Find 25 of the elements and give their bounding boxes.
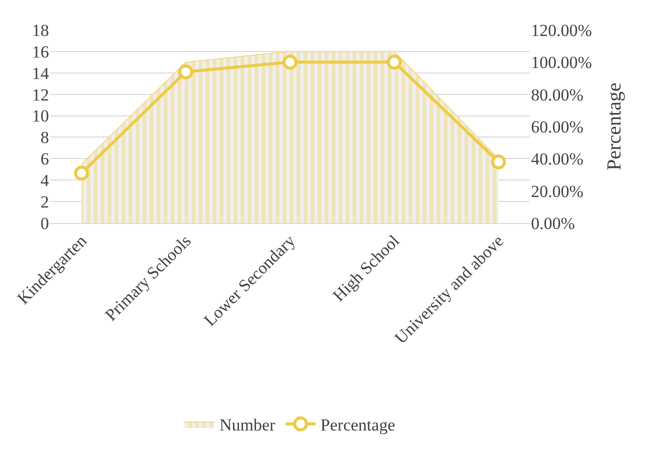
y-tick-label: 18 bbox=[32, 20, 49, 40]
y-tick-label: 0 bbox=[40, 214, 49, 233]
y2-tick-label: 20.00% bbox=[531, 182, 584, 201]
y-tick-label: 12 bbox=[32, 85, 49, 104]
y2-tick-label: 80.00% bbox=[531, 85, 584, 104]
y-tick-label: 14 bbox=[32, 64, 50, 83]
y-tick-label: 2 bbox=[40, 192, 49, 212]
y2-axis-title: Percentage bbox=[603, 82, 626, 170]
point bbox=[386, 54, 402, 70]
y2-tick-label: 40.00% bbox=[531, 150, 584, 169]
y2-tick-label: 120.00% bbox=[531, 20, 592, 40]
y-tick-label: 10 bbox=[32, 106, 49, 126]
y2-tick-label: 60.00% bbox=[531, 117, 584, 136]
y-tick-label: 8 bbox=[40, 128, 49, 148]
legend-label: Number bbox=[220, 416, 276, 435]
y-tick-label: 6 bbox=[40, 150, 49, 169]
y-tick-label: 4 bbox=[40, 171, 50, 190]
point bbox=[491, 154, 506, 170]
y-tick-label: 16 bbox=[32, 42, 49, 62]
point bbox=[282, 54, 298, 70]
point bbox=[178, 64, 194, 80]
y2-tick-label: 0.00% bbox=[531, 214, 575, 233]
legend-label: Percentage bbox=[320, 416, 396, 435]
y2-tick-label: 100.00% bbox=[531, 53, 592, 72]
point bbox=[74, 166, 89, 181]
